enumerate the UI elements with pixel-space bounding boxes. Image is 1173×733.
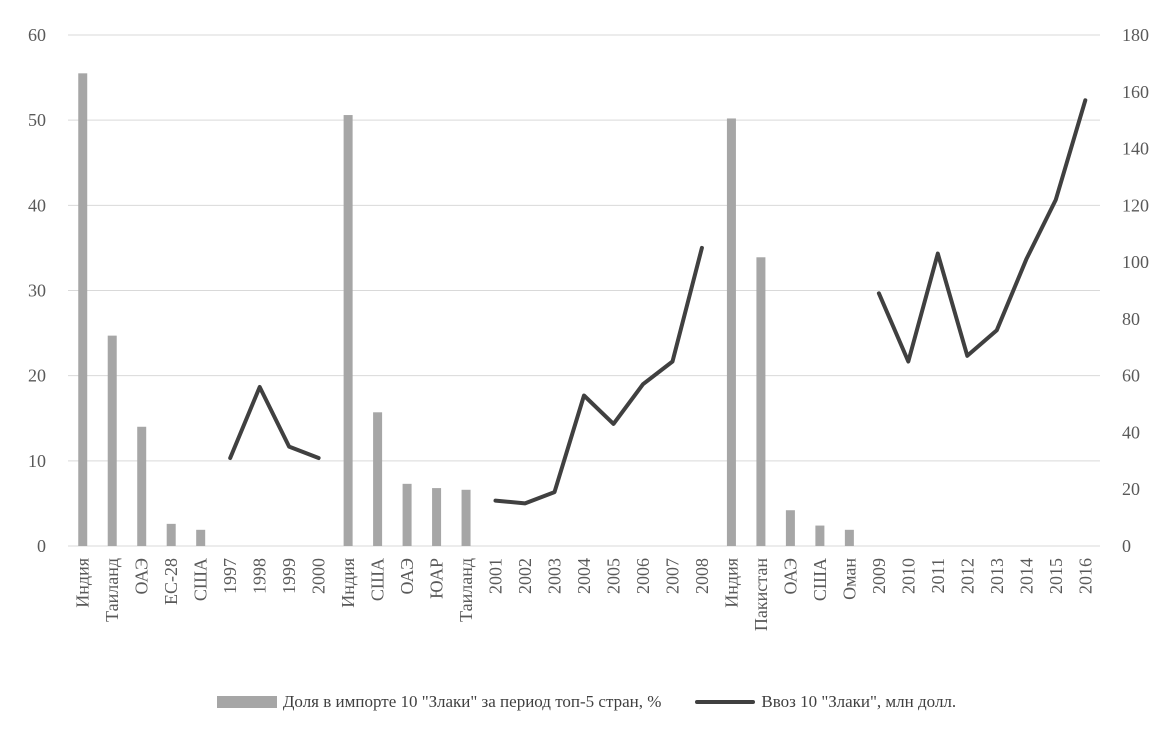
right-tick-label: 160 <box>1122 82 1149 102</box>
series-line <box>493 245 704 506</box>
category-label: 1997 <box>220 558 240 594</box>
left-axis-ticks: 0 10 20 30 40 50 60 <box>28 25 46 556</box>
right-tick-label: 60 <box>1122 366 1140 386</box>
left-tick-label: 20 <box>28 366 46 386</box>
legend-swatch-line <box>695 700 756 704</box>
bar <box>726 118 736 547</box>
category-label: 2005 <box>603 558 623 594</box>
category-labels: Индия Таиланд ОАЭ ЕС-28 США 1997 1998 1999 2000 И… <box>73 558 1096 631</box>
gridlines <box>68 34 1100 547</box>
bar <box>815 525 825 546</box>
bar <box>137 426 147 546</box>
legend: Доля в импорте 10 "Злаки" за период топ-… <box>0 684 1173 720</box>
bar <box>402 483 412 546</box>
series-lines <box>228 98 1088 506</box>
category-label: Оман <box>839 558 859 600</box>
legend-swatch-bars <box>216 696 277 708</box>
left-tick-label: 10 <box>28 451 46 471</box>
category-label: 2015 <box>1046 558 1066 594</box>
category-label: 2004 <box>574 558 594 594</box>
category-label: Индия <box>73 558 93 608</box>
left-tick-label: 0 <box>37 536 46 556</box>
legend-label-bars: Доля в импорте 10 "Злаки" за период топ-… <box>282 692 662 711</box>
category-label: Таиланд <box>456 558 476 622</box>
category-label: 2014 <box>1016 558 1036 594</box>
category-label: США <box>810 558 830 601</box>
category-label: США <box>191 558 211 601</box>
right-tick-label: 180 <box>1122 25 1149 45</box>
category-label: 2008 <box>692 558 712 594</box>
right-axis-ticks: 0 20 40 60 80 100 120 140 160 180 <box>1122 25 1149 556</box>
category-label: ОАЭ <box>780 558 800 595</box>
category-label: Индия <box>721 558 741 608</box>
category-label: 2016 <box>1075 558 1095 594</box>
category-label: США <box>368 558 388 601</box>
legend-item-line: Ввоз 10 "Злаки", млн долл. <box>695 692 956 712</box>
category-label: 1998 <box>250 558 270 594</box>
category-label: Пакистан <box>751 558 771 631</box>
legend-item-bars: Доля в импорте 10 "Злаки" за период топ-… <box>216 692 662 712</box>
left-tick-label: 40 <box>28 195 46 215</box>
right-tick-label: 100 <box>1122 252 1149 272</box>
category-label: ОАЭ <box>397 558 417 595</box>
bar <box>373 412 383 546</box>
category-label: 2001 <box>486 558 506 594</box>
category-label: Индия <box>338 558 358 608</box>
bar <box>461 489 471 546</box>
category-label: 2012 <box>957 558 977 594</box>
bars <box>78 73 854 547</box>
category-label: 2011 <box>928 558 948 593</box>
category-label: Таиланд <box>102 558 122 622</box>
category-label: 2013 <box>987 558 1007 594</box>
category-label: 2006 <box>633 558 653 594</box>
bar <box>166 523 176 546</box>
category-label: ЮАР <box>427 558 447 599</box>
left-tick-label: 30 <box>28 281 46 301</box>
right-tick-label: 80 <box>1122 309 1140 329</box>
bar <box>78 73 88 546</box>
series-line <box>228 385 321 460</box>
right-tick-label: 140 <box>1122 139 1149 159</box>
bar <box>432 488 442 546</box>
bar <box>844 529 854 546</box>
left-tick-label: 50 <box>28 110 46 130</box>
category-label: 2010 <box>898 558 918 594</box>
category-label: 2002 <box>515 558 535 594</box>
left-tick-label: 60 <box>28 25 46 45</box>
category-label: 2007 <box>662 558 682 594</box>
category-label: 2009 <box>869 558 889 594</box>
category-label: ЕС-28 <box>161 558 181 605</box>
right-tick-label: 40 <box>1122 422 1140 442</box>
series-line <box>876 98 1088 364</box>
category-label: 1999 <box>279 558 299 594</box>
bar <box>785 510 795 546</box>
category-label: 2003 <box>545 558 565 594</box>
bar <box>756 257 766 546</box>
category-label: 2000 <box>309 558 329 594</box>
right-tick-label: 0 <box>1122 536 1131 556</box>
right-tick-label: 20 <box>1122 479 1140 499</box>
bar <box>107 335 117 546</box>
category-label: ОАЭ <box>132 558 152 595</box>
legend-label-line: Ввоз 10 "Злаки", млн долл. <box>761 692 957 711</box>
right-tick-label: 120 <box>1122 195 1149 215</box>
bar <box>196 529 206 546</box>
bar <box>343 115 353 546</box>
